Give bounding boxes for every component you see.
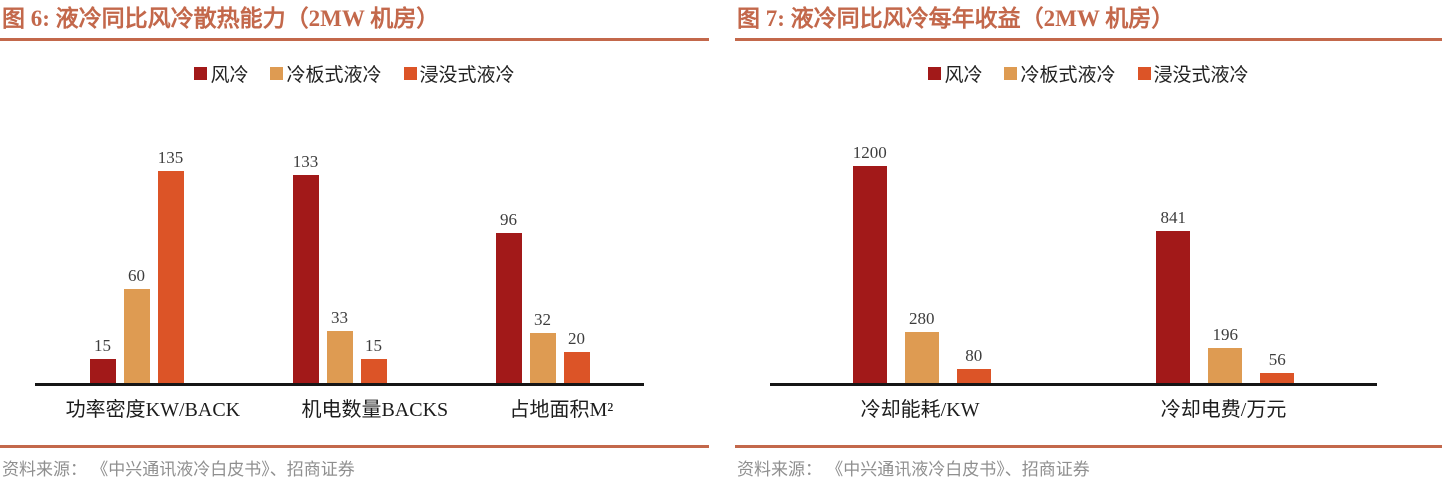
bar-column: 32 (529, 309, 556, 383)
bar-column: 1200 (852, 142, 887, 383)
bar-value-label: 135 (157, 147, 184, 167)
bar-value-label: 60 (128, 265, 145, 285)
chart-title-fig6: 图 6: 液冷同比风冷散热能力（2MW 机房） (2, 6, 440, 31)
bar-value-label: 1200 (852, 142, 887, 162)
bar-column: 96 (495, 209, 522, 383)
bar-风冷 (89, 358, 116, 383)
legend: 风冷 冷板式液冷 浸没式液冷 (0, 60, 709, 87)
legend-label: 浸没式液冷 (1153, 64, 1249, 86)
bar-浸没式液冷 (157, 170, 184, 383)
plot-area: 1200 280 80 841 196 56 (770, 101, 1377, 383)
bar-column: 135 (157, 147, 184, 383)
legend-item: 冷板式液冷 (1004, 60, 1116, 87)
bar-column: 33 (326, 307, 353, 383)
legend-item: 浸没式液冷 (1137, 60, 1249, 87)
bar-value-label: 133 (292, 151, 319, 171)
category-label: 冷却能耗/KW (860, 398, 980, 421)
source-text: 资料来源： 《中兴通讯液冷白皮书》、招商证券 (737, 459, 1090, 479)
bar-column: 15 (360, 335, 387, 383)
bar-冷板式液冷 (904, 331, 939, 383)
bar-浸没式液冷 (360, 358, 387, 383)
chart-panel-fig7: 图 7: 液冷同比风冷每年收益（2MW 机房） 风冷 冷板式液冷 浸没式液冷 120… (735, 0, 1442, 480)
legend-item: 冷板式液冷 (270, 60, 382, 87)
title-underline (735, 37, 1442, 41)
source-text: 资料来源： 《中兴通讯液冷白皮书》、招商证券 (2, 459, 355, 479)
chart-panel-fig6: 图 6: 液冷同比风冷散热能力（2MW 机房） 风冷 冷板式液冷 浸没式液冷 15 6… (0, 0, 709, 480)
bar-value-label: 841 (1160, 207, 1187, 227)
bar-column: 15 (89, 335, 116, 383)
bar-value-label: 32 (534, 309, 551, 329)
category-label: 功率密度KW/BACK (65, 398, 241, 421)
bar-value-label: 280 (909, 308, 935, 328)
bar-column: 60 (123, 265, 150, 383)
bar-column: 196 (1208, 324, 1243, 383)
bar-浸没式液冷 (956, 368, 991, 383)
bar-风冷 (495, 232, 522, 383)
category-labels: 冷却能耗/KW 冷却电费/万元 (770, 393, 1377, 422)
bar-value-label: 56 (1268, 349, 1286, 369)
chart-title-fig7: 图 7: 液冷同比风冷每年收益（2MW 机房） (737, 6, 1175, 31)
plot-area: 15 60 135 133 33 15 96 32 20 (35, 101, 644, 383)
bar-group: 96 32 20 (495, 209, 590, 383)
category-label: 机电数量BACKS (301, 398, 449, 421)
bar-group: 841 196 56 (1156, 207, 1295, 383)
bar-column: 80 (956, 345, 991, 383)
x-axis-line (35, 382, 644, 386)
legend-item: 风冷 (928, 60, 982, 87)
bar-value-label: 196 (1212, 324, 1239, 344)
bar-冷板式液冷 (326, 330, 353, 383)
legend-label: 风冷 (944, 64, 983, 86)
bar-value-label: 20 (568, 328, 585, 348)
bar-column: 841 (1156, 207, 1191, 383)
bar-风冷 (292, 174, 319, 383)
bar-value-label: 15 (94, 335, 111, 355)
legend-swatch-icon (1137, 66, 1151, 80)
x-axis-line (770, 382, 1377, 386)
bar-冷板式液冷 (123, 288, 150, 383)
legend-swatch-icon (928, 66, 942, 80)
bar-group: 133 33 15 (292, 151, 387, 383)
legend-label: 风冷 (210, 64, 249, 86)
bar-value-label: 15 (365, 335, 382, 355)
bar-浸没式液冷 (1260, 372, 1295, 383)
bar-column: 56 (1260, 349, 1295, 383)
legend-swatch-icon (1004, 66, 1018, 80)
bar-value-label: 33 (331, 307, 348, 327)
bar-浸没式液冷 (563, 351, 590, 383)
title-underline (0, 37, 709, 41)
legend-item: 风冷 (194, 60, 248, 87)
legend-label: 冷板式液冷 (1020, 64, 1116, 86)
bar-column: 280 (904, 308, 939, 383)
category-label: 占地面积M² (509, 398, 614, 421)
bar-风冷 (852, 165, 887, 383)
bar-风冷 (1156, 230, 1191, 383)
legend-swatch-icon (403, 66, 417, 80)
footer-rule (0, 444, 709, 448)
legend-swatch-icon (270, 66, 284, 80)
bar-value-label: 80 (965, 345, 983, 365)
bar-column: 133 (292, 151, 319, 383)
bar-group: 15 60 135 (89, 147, 184, 383)
bar-group: 1200 280 80 (852, 142, 991, 383)
bar-冷板式液冷 (1208, 347, 1243, 383)
legend: 风冷 冷板式液冷 浸没式液冷 (735, 60, 1442, 87)
category-label: 冷却电费/万元 (1160, 398, 1287, 421)
bar-column: 20 (563, 328, 590, 383)
category-labels: 功率密度KW/BACK 机电数量BACKS 占地面积M² (35, 393, 644, 422)
legend-item: 浸没式液冷 (403, 60, 515, 87)
bar-value-label: 96 (500, 209, 517, 229)
legend-label: 浸没式液冷 (419, 64, 515, 86)
footer-rule (735, 444, 1442, 448)
legend-swatch-icon (194, 66, 208, 80)
legend-label: 冷板式液冷 (286, 64, 382, 86)
bar-冷板式液冷 (529, 332, 556, 383)
